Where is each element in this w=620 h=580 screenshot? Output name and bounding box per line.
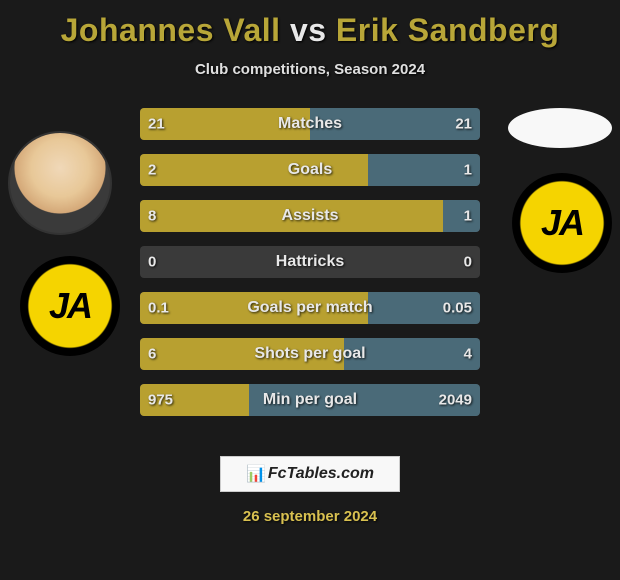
- stat-value-left: 21: [148, 116, 165, 133]
- stat-label: Shots per goal: [254, 345, 365, 363]
- player1-name: Johannes Vall: [61, 12, 281, 48]
- stat-value-right: 4: [464, 346, 472, 363]
- stat-value-left: 0.1: [148, 300, 169, 317]
- stats-bars: 2121Matches21Goals81Assists00Hattricks0.…: [140, 108, 480, 416]
- club-badge-text: JA: [541, 202, 583, 244]
- stat-row: 6 4 Shots per goal: [140, 338, 480, 370]
- club-badge-icon: JA: [20, 256, 120, 356]
- bar-right: [443, 200, 480, 232]
- stat-value-right: 0.05: [443, 300, 472, 317]
- stat-value-right: 1: [464, 162, 472, 179]
- stat-value-right: 1: [464, 208, 472, 225]
- stat-value-left: 975: [148, 392, 173, 409]
- brand-text: FcTables.com: [268, 465, 374, 483]
- comparison-title: Johannes Vall vs Erik Sandberg: [0, 0, 620, 49]
- stat-label: Hattricks: [276, 253, 344, 271]
- comparison-area: JA JA 2121Matches21Goals81Assists00Hattr…: [0, 108, 620, 438]
- vs-separator: vs: [290, 12, 327, 48]
- player2-avatar: [508, 108, 612, 148]
- footer-date: 26 september 2024: [0, 508, 620, 525]
- stat-value-left: 2: [148, 162, 156, 179]
- stat-label: Matches: [278, 115, 342, 133]
- subtitle: Club competitions, Season 2024: [0, 61, 620, 78]
- stat-value-right: 0: [464, 254, 472, 271]
- stat-label: Goals: [288, 161, 332, 179]
- stat-row: 0.1 0.05 Goals per match: [140, 292, 480, 324]
- stat-label: Assists: [282, 207, 339, 225]
- stat-row: 975 2049 Min per goal: [140, 384, 480, 416]
- stat-value-right: 21: [455, 116, 472, 133]
- stat-value-right: 2049: [439, 392, 472, 409]
- brand-logo: 📊 FcTables.com: [220, 456, 400, 492]
- player1-avatar: [8, 131, 112, 235]
- chart-icon: 📊: [246, 464, 264, 484]
- player2-club-badge: JA: [512, 173, 612, 273]
- stat-row: 21 21 Matches: [140, 108, 480, 140]
- stat-value-left: 0: [148, 254, 156, 271]
- stat-value-left: 6: [148, 346, 156, 363]
- stat-row: 0 0 Hattricks: [140, 246, 480, 278]
- club-badge-icon: JA: [512, 173, 612, 273]
- club-badge-text: JA: [49, 285, 91, 327]
- stat-row: 2 1 Goals: [140, 154, 480, 186]
- bar-left: [140, 154, 368, 186]
- player1-club-badge: JA: [20, 256, 120, 356]
- stat-label: Goals per match: [247, 299, 372, 317]
- stat-value-left: 8: [148, 208, 156, 225]
- stat-row: 8 1 Assists: [140, 200, 480, 232]
- stat-label: Min per goal: [263, 391, 357, 409]
- player2-name: Erik Sandberg: [336, 12, 559, 48]
